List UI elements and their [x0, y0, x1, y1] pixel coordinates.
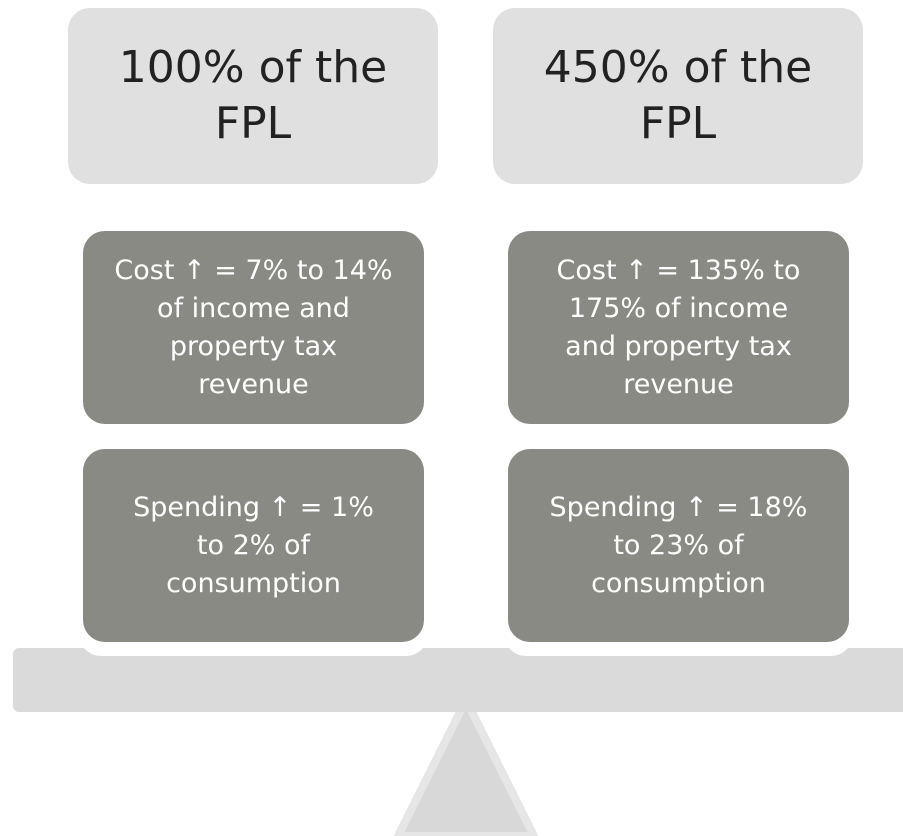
fulcrum — [393, 691, 539, 836]
text-line: 450% of the — [543, 42, 813, 93]
text-line: of income and — [157, 292, 350, 324]
text-line: revenue — [623, 368, 734, 400]
text-line: 175% of income — [568, 292, 789, 324]
header-box: 100% of the FPL — [68, 8, 438, 184]
info-box: Spending ↑ = 1% to 2% of consumption — [83, 449, 424, 642]
text-line: consumption — [591, 567, 766, 599]
text-line: Spending ↑ = 18% — [549, 491, 808, 523]
text-line: FPL — [214, 98, 292, 149]
text-line: Cost ↑ = 135% to — [556, 254, 801, 286]
info-box: Cost ↑ = 135% to 175% of income and proper… — [508, 231, 849, 424]
beam — [13, 648, 903, 712]
text-line: Cost ↑ = 7% to 14% — [114, 254, 393, 286]
header-box: 450% of the FPL — [493, 8, 863, 184]
text-line: FPL — [639, 98, 717, 149]
text-line: consumption — [166, 567, 341, 599]
info-box: Cost ↑ = 7% to 14% of income and property … — [83, 231, 424, 424]
text-line: revenue — [198, 368, 309, 400]
text-line: to 2% of — [196, 529, 311, 561]
text-line: Spending ↑ = 1% — [133, 491, 374, 523]
text-line: property tax — [169, 330, 338, 362]
text-line: to 23% of — [613, 529, 744, 561]
info-box: Spending ↑ = 18% to 23% of consumption — [508, 449, 849, 642]
text-line: and property tax — [565, 330, 792, 362]
text-line: 100% of the — [118, 42, 388, 93]
